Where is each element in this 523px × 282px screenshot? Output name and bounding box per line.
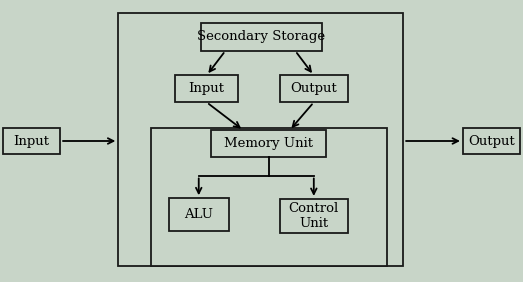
Text: Output: Output — [468, 135, 515, 147]
Bar — [280, 199, 348, 233]
Bar — [118, 13, 403, 266]
Bar — [168, 198, 229, 231]
Text: ALU: ALU — [184, 208, 213, 221]
Text: Secondary Storage: Secondary Storage — [198, 30, 325, 43]
Text: Memory Unit: Memory Unit — [224, 137, 313, 150]
Text: Control
Unit: Control Unit — [289, 202, 339, 230]
Bar — [211, 130, 326, 157]
Bar — [3, 128, 60, 155]
Bar — [151, 128, 387, 266]
Bar — [201, 23, 322, 51]
Bar — [280, 76, 348, 102]
Bar — [463, 128, 520, 155]
Text: Input: Input — [189, 82, 224, 95]
Text: Input: Input — [14, 135, 49, 147]
Bar — [175, 76, 238, 102]
Text: Output: Output — [290, 82, 337, 95]
